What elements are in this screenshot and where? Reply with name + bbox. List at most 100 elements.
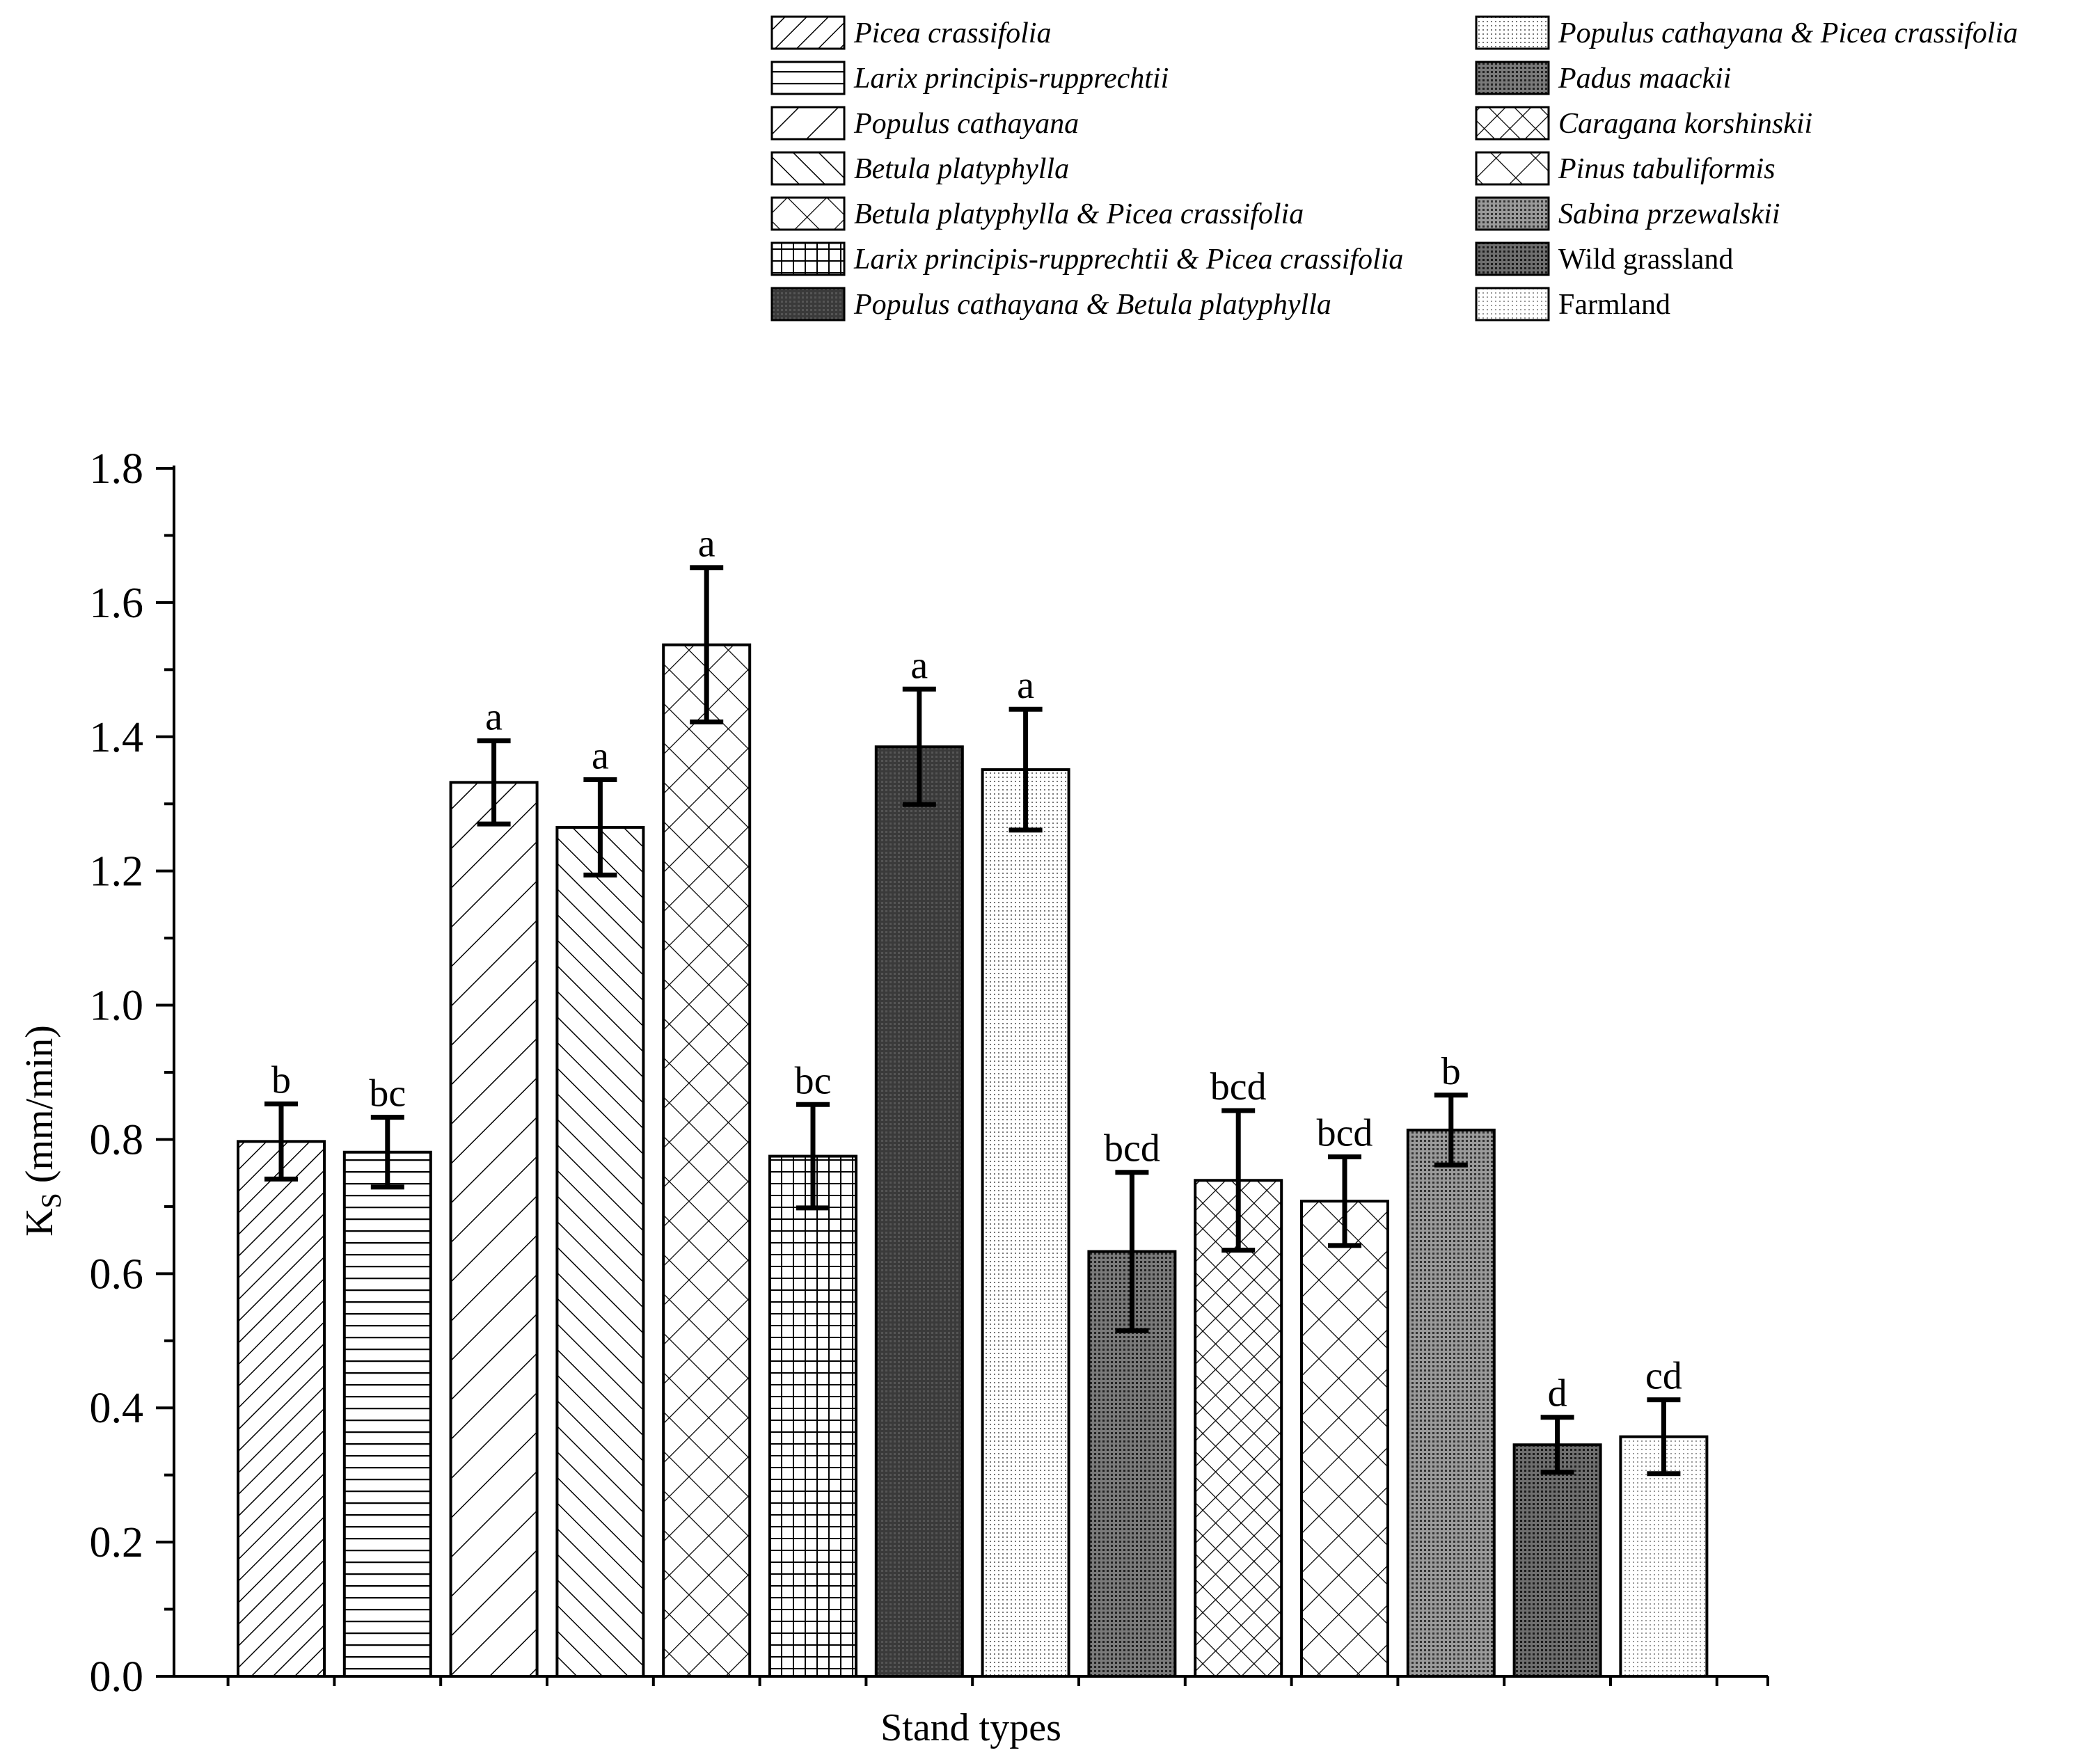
- error-bar-3: [477, 738, 511, 827]
- axes: 0.0 0.2 0.4 0.6 0.8 1.0 1.2 1.4 1.6 1.8: [90, 445, 1769, 1701]
- y-tick-label: 0.8: [90, 1116, 144, 1163]
- significance-label-11: bcd: [1317, 1112, 1373, 1155]
- legend-item-3: Populus cathayana: [770, 106, 1079, 141]
- bar-4: [555, 825, 645, 1678]
- bar-11: [1300, 1200, 1389, 1678]
- legend-label: Populus cathayana & Picea crassifolia: [1558, 17, 2018, 49]
- y-axis-title-main: K: [18, 1208, 61, 1236]
- legend-swatch: [770, 196, 846, 231]
- legend-item-12: Sabina przewalskii: [1475, 196, 1780, 231]
- legend-item-6: Larix principis-rupprechtii & Picea cras…: [770, 241, 1403, 276]
- bar-6: [768, 1154, 857, 1678]
- legend-swatch: [1475, 151, 1550, 186]
- legend-label: Picea crassifolia: [853, 17, 1051, 49]
- legend-label: Betula platyphylla & Picea crassifolia: [854, 198, 1304, 230]
- legend-label: Pinus tabuliformis: [1558, 153, 1775, 185]
- legend-swatch: [770, 15, 846, 50]
- significance-label-3: a: [485, 696, 503, 739]
- legend-label: Wild grassland: [1558, 244, 1733, 276]
- legend-swatch: [1475, 287, 1550, 321]
- bar-14: [1619, 1435, 1709, 1678]
- error-bar-7: [902, 686, 936, 807]
- bar-10: [1194, 1179, 1283, 1678]
- legend-label: Populus cathayana & Betula platyphylla: [853, 289, 1331, 321]
- legend-label: Farmland: [1558, 289, 1670, 321]
- error-bar-14: [1647, 1397, 1681, 1477]
- significance-label-5: a: [698, 523, 715, 566]
- error-bar-12: [1434, 1092, 1468, 1168]
- legend-item-10: Caragana korshinskii: [1475, 106, 1812, 141]
- legend-label: Larix principis-rupprechtii: [853, 63, 1169, 95]
- legend-item-2: Larix principis-rupprechtii: [770, 61, 1169, 95]
- legend-swatch: [770, 241, 846, 276]
- y-tick-label: 1.2: [90, 848, 144, 896]
- legend-label: Betula platyphylla: [854, 153, 1069, 185]
- error-bar-5: [690, 565, 724, 725]
- significance-label-1: b: [271, 1058, 291, 1102]
- significance-label-12: b: [1441, 1050, 1461, 1093]
- significance-label-6: bc: [795, 1059, 832, 1102]
- legend-swatch: [1475, 61, 1550, 95]
- significance-label-9: bcd: [1104, 1127, 1160, 1170]
- error-bar-4: [583, 777, 617, 877]
- plot-area: b bc a a a bc a a bcd bcd bcd b d cd: [237, 523, 1709, 1678]
- svg-text:KS (mm/min): KS (mm/min): [18, 1025, 67, 1237]
- y-tick-label: 1.0: [90, 983, 144, 1030]
- bar-13: [1512, 1443, 1602, 1678]
- error-bar-13: [1540, 1415, 1574, 1475]
- legend-swatch: [770, 151, 846, 186]
- legend-item-14: Farmland: [1475, 287, 1670, 321]
- legend-item-8: Populus cathayana & Picea crassifolia: [1475, 15, 2018, 50]
- legend-item-5: Betula platyphylla & Picea crassifolia: [770, 196, 1304, 231]
- y-axis-title-units: (mm/min): [18, 1025, 61, 1193]
- legend-swatch: [1475, 106, 1550, 141]
- bar-3: [449, 781, 539, 1678]
- error-bar-11: [1328, 1154, 1361, 1248]
- bar-8: [981, 768, 1070, 1678]
- significance-label-13: d: [1548, 1372, 1567, 1415]
- y-tick-label: 0.4: [90, 1385, 144, 1432]
- legend-item-13: Wild grassland: [1475, 241, 1733, 276]
- error-bar-10: [1221, 1108, 1256, 1253]
- error-bar-2: [370, 1115, 404, 1190]
- significance-label-8: a: [1017, 664, 1034, 707]
- legend-label: Padus maackii: [1558, 63, 1731, 95]
- error-bar-6: [796, 1102, 830, 1211]
- legend-item-11: Pinus tabuliformis: [1475, 151, 1775, 186]
- bar-2: [342, 1150, 432, 1678]
- legend: Picea crassifolia Larix principis-rupprec…: [770, 15, 2018, 321]
- x-axis-title: Stand types: [880, 1706, 1061, 1749]
- significance-label-7: a: [910, 644, 928, 687]
- y-tick-label: 1.6: [90, 580, 144, 627]
- y-tick-label: 0.6: [90, 1250, 144, 1298]
- significance-label-10: bcd: [1210, 1065, 1267, 1109]
- legend-item-9: Padus maackii: [1475, 61, 1731, 95]
- legend-label: Populus cathayana: [853, 108, 1079, 140]
- legend-swatch: [1475, 15, 1550, 50]
- legend-swatch: [1475, 196, 1550, 231]
- legend-swatch: [1475, 241, 1550, 276]
- significance-label-2: bc: [369, 1072, 406, 1115]
- y-axis-title-subscript: S: [35, 1193, 67, 1208]
- legend-swatch: [770, 287, 846, 321]
- legend-item-7: Populus cathayana & Betula platyphylla: [770, 287, 1331, 321]
- bar-7: [874, 745, 964, 1678]
- significance-label-14: cd: [1645, 1355, 1682, 1398]
- legend-item-4: Betula platyphylla: [770, 151, 1069, 186]
- bar-12: [1406, 1128, 1496, 1678]
- error-bar-9: [1115, 1170, 1149, 1333]
- legend-swatch: [770, 61, 846, 95]
- legend-swatch: [770, 106, 846, 141]
- bar-5: [662, 643, 752, 1678]
- legend-item-1: Picea crassifolia: [770, 15, 1051, 50]
- y-tick-label: 1.8: [90, 445, 144, 493]
- y-tick-label: 1.4: [90, 714, 144, 761]
- bar-1: [237, 1140, 326, 1678]
- significance-label-4: a: [592, 735, 609, 778]
- error-bar-1: [264, 1101, 298, 1182]
- legend-label: Sabina przewalskii: [1558, 198, 1780, 230]
- error-bar-8: [1009, 706, 1043, 833]
- y-axis-title: KS (mm/min): [18, 1025, 67, 1237]
- legend-label: Larix principis-rupprechtii & Picea cras…: [853, 244, 1403, 276]
